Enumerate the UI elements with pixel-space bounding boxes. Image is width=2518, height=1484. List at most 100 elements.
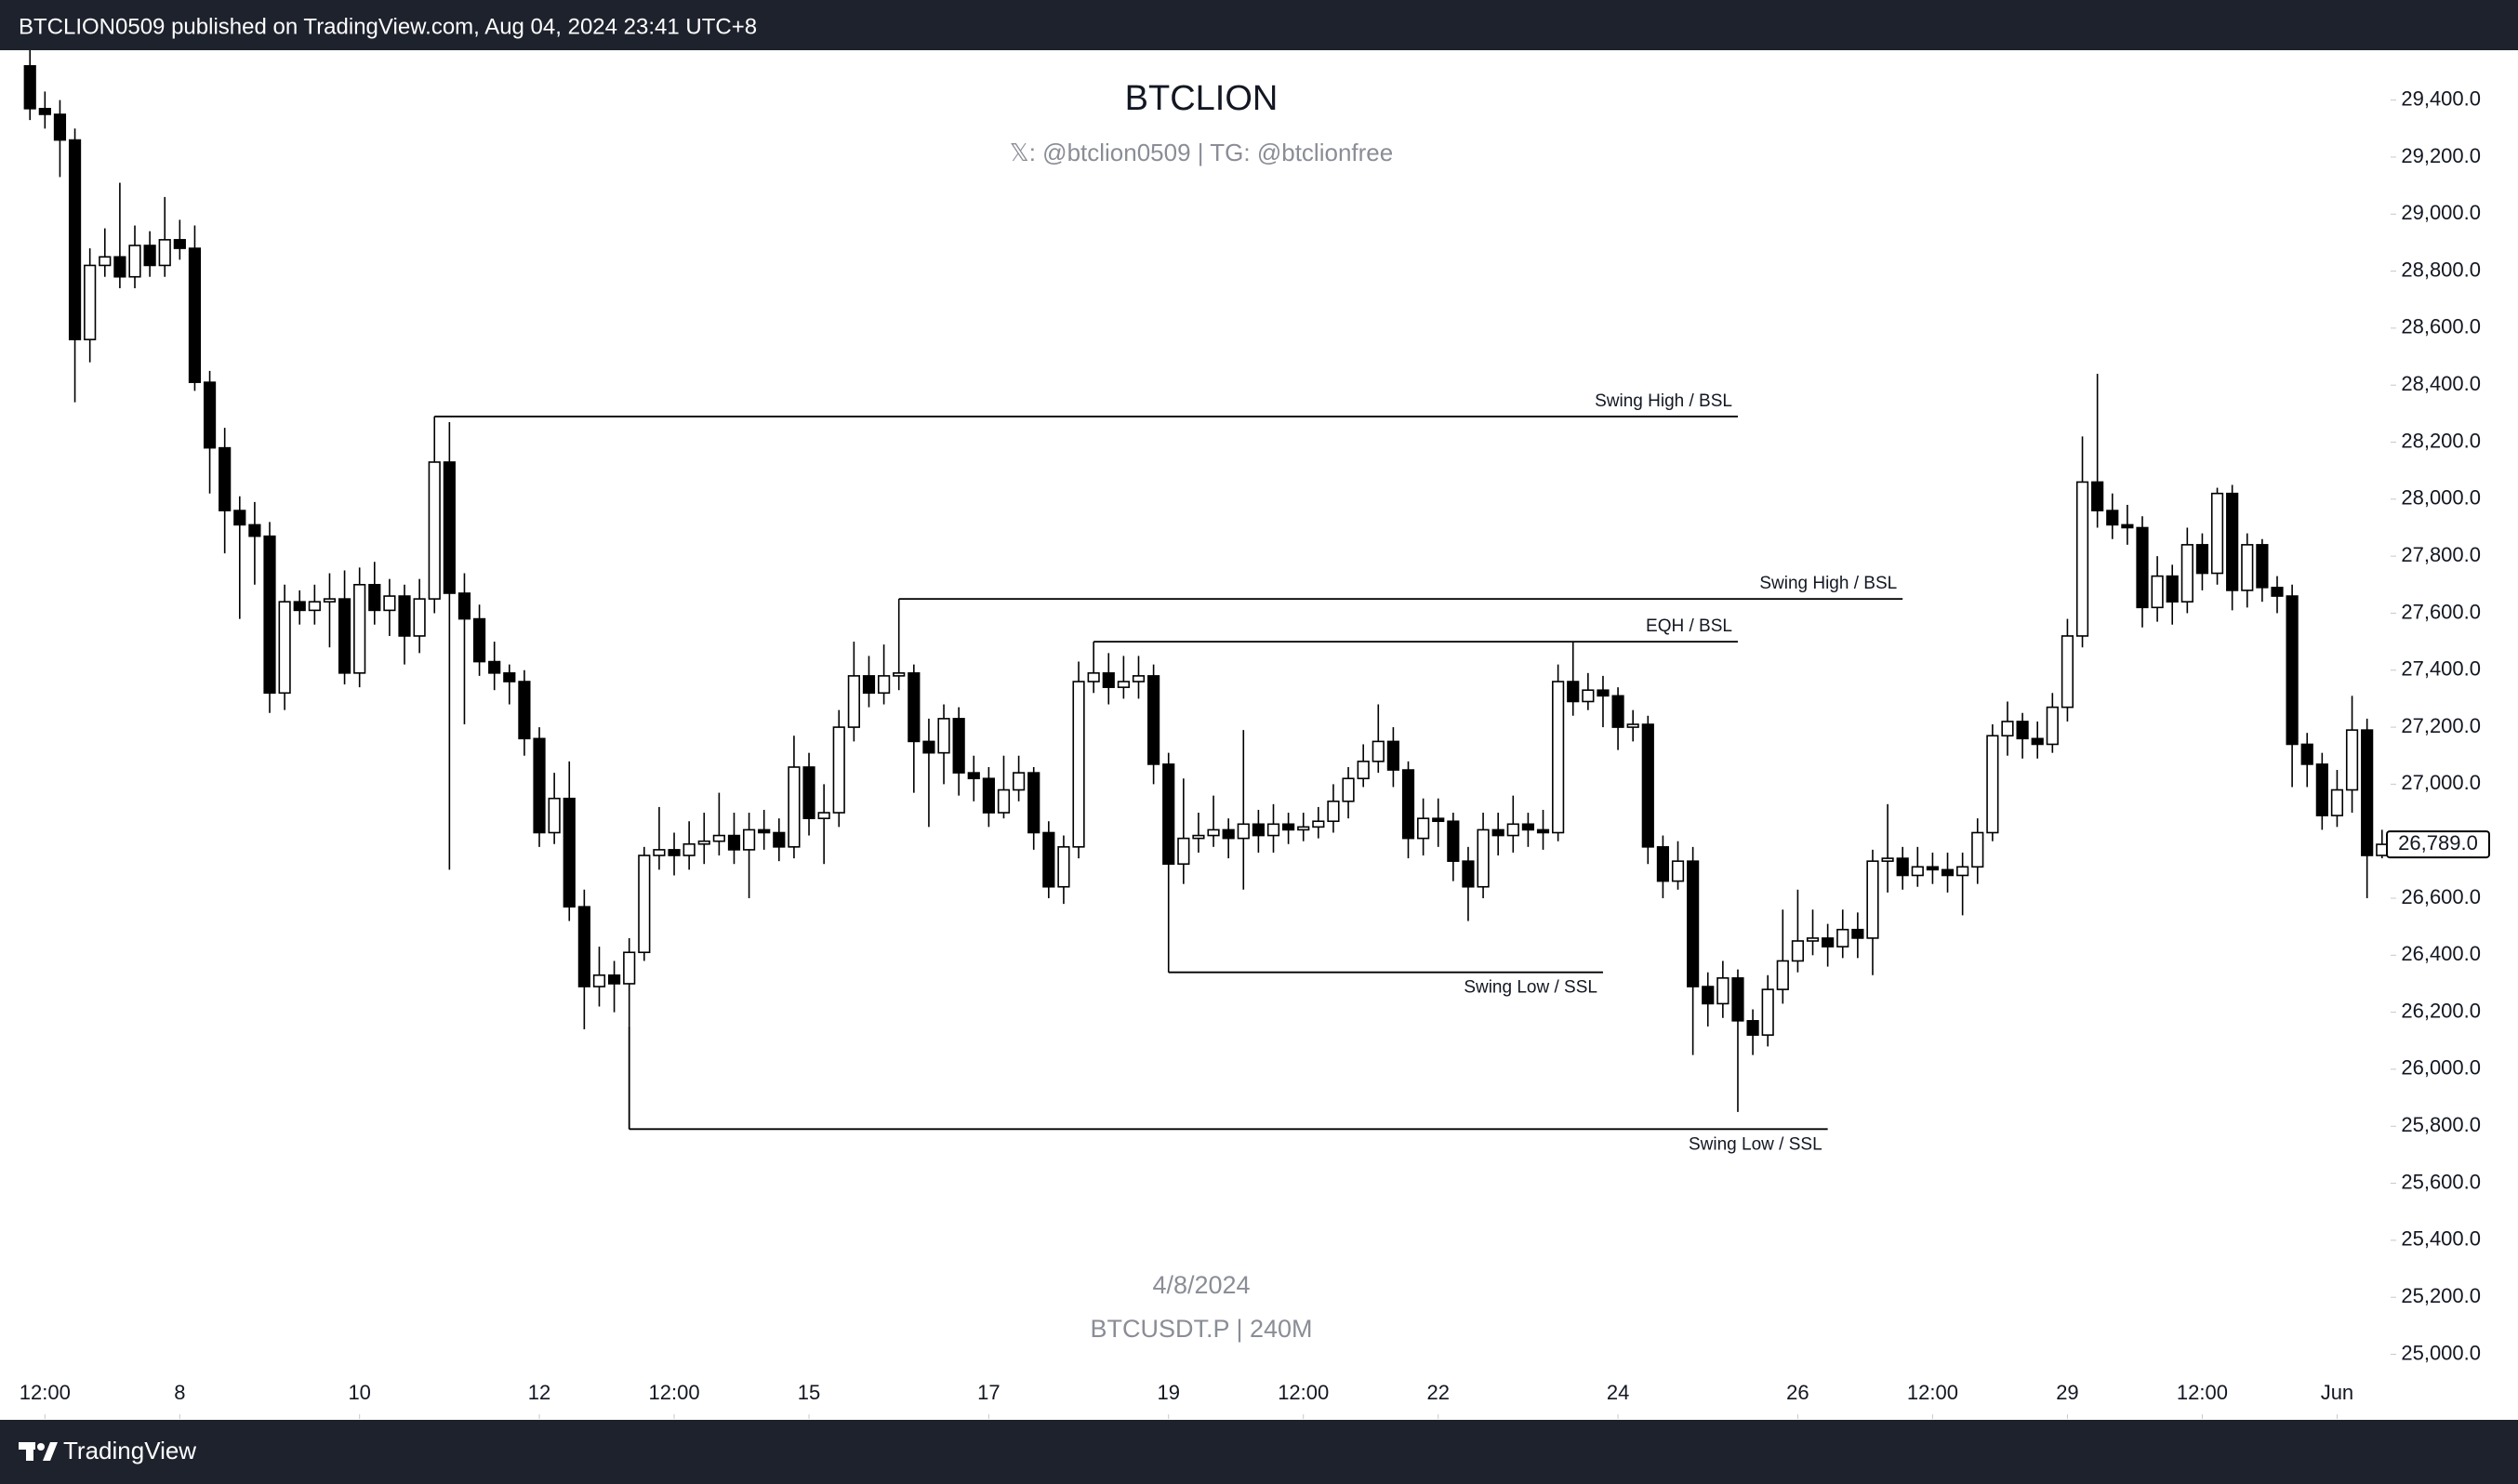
candle-body bbox=[1776, 960, 1789, 990]
candle-body bbox=[712, 834, 725, 842]
candle-body bbox=[1746, 1020, 1759, 1036]
candle-body bbox=[2151, 575, 2164, 609]
candle-body bbox=[1207, 828, 1220, 837]
candle-body bbox=[1851, 928, 1864, 939]
last-price-label: 26,789.0 bbox=[2398, 831, 2478, 855]
candle-body bbox=[518, 681, 531, 740]
candle-body bbox=[623, 951, 636, 985]
candle-body bbox=[1896, 857, 1909, 877]
candle-body bbox=[1641, 723, 1654, 848]
y-tick-label: 25,200.0 bbox=[2401, 1284, 2481, 1307]
x-tick-label: 12:00 bbox=[1278, 1381, 1329, 1404]
candle-body bbox=[1761, 988, 1774, 1036]
footer-bar bbox=[0, 1420, 2518, 1484]
y-tick-label: 26,400.0 bbox=[2401, 942, 2481, 965]
candle-body bbox=[308, 601, 321, 612]
candle-body bbox=[1536, 828, 1550, 834]
y-tick-label: 28,600.0 bbox=[2401, 315, 2481, 338]
y-tick-label: 25,800.0 bbox=[2401, 1113, 2481, 1136]
candle-body bbox=[2106, 510, 2119, 526]
candle-body bbox=[2016, 721, 2029, 740]
candle-body bbox=[922, 740, 935, 754]
candle-body bbox=[1567, 681, 1580, 703]
candle-body bbox=[68, 139, 82, 340]
candle-body bbox=[788, 766, 801, 848]
y-tick-label: 27,800.0 bbox=[2401, 543, 2481, 566]
candle-body bbox=[443, 461, 456, 594]
candle-body bbox=[2315, 763, 2328, 816]
candle-body bbox=[1626, 723, 1639, 728]
candle-body bbox=[847, 675, 860, 728]
candle-body bbox=[143, 245, 156, 267]
y-tick-label: 26,600.0 bbox=[2401, 885, 2481, 908]
y-tick-label: 26,200.0 bbox=[2401, 999, 2481, 1022]
candle-body bbox=[592, 974, 606, 987]
x-tick-label: 12 bbox=[528, 1381, 550, 1404]
plot-background bbox=[0, 50, 2518, 1420]
candle-body bbox=[1266, 823, 1280, 837]
candle-body bbox=[233, 510, 246, 526]
candle-body bbox=[1237, 823, 1250, 840]
candle-body bbox=[353, 583, 366, 674]
candle-body bbox=[1072, 681, 1085, 848]
candle-body bbox=[2166, 575, 2179, 603]
candle-body bbox=[323, 598, 337, 603]
candle-body bbox=[113, 256, 126, 278]
candle-body bbox=[607, 974, 621, 985]
candle-body bbox=[1491, 828, 1504, 837]
candle-body bbox=[1057, 846, 1070, 888]
candle-body bbox=[2241, 544, 2254, 591]
candle-body bbox=[1252, 823, 1265, 837]
candle-body bbox=[488, 660, 501, 674]
candle-body bbox=[128, 245, 141, 278]
header-text: BTCLION0509 published on TradingView.com… bbox=[19, 14, 757, 39]
watermark-symbol: BTCUSDT.P | 240M bbox=[1090, 1315, 1312, 1343]
candle-body bbox=[2075, 481, 2089, 637]
candle-body bbox=[1147, 675, 1160, 765]
candle-body bbox=[697, 840, 710, 845]
candle-body bbox=[2121, 523, 2134, 529]
candle-body bbox=[1192, 834, 1205, 840]
candle-body bbox=[1791, 940, 1805, 962]
candle-body bbox=[1372, 740, 1385, 762]
candle-body bbox=[817, 812, 830, 819]
tradingview-logo bbox=[19, 1442, 58, 1461]
candle-body bbox=[727, 834, 741, 851]
y-tick-label: 27,000.0 bbox=[2401, 771, 2481, 794]
candle-body bbox=[99, 256, 112, 267]
candle-body bbox=[1941, 868, 1955, 877]
candle-body bbox=[1222, 828, 1235, 840]
x-tick-label: 29 bbox=[2056, 1381, 2078, 1404]
candle-body bbox=[1087, 672, 1100, 682]
candle-body bbox=[1881, 857, 1894, 862]
candle-body bbox=[1656, 846, 1670, 882]
x-tick-label: 12:00 bbox=[2177, 1381, 2228, 1404]
candle-body bbox=[2376, 843, 2389, 856]
y-tick-label: 28,800.0 bbox=[2401, 258, 2481, 281]
annotation-label: EQH / BSL bbox=[1646, 616, 1732, 636]
candle-body bbox=[248, 523, 261, 537]
chart-subtitle: 𝕏: @btclion0509 | TG: @btclionfree bbox=[1010, 139, 1393, 166]
candle-body bbox=[2001, 721, 2014, 737]
y-tick-label: 27,200.0 bbox=[2401, 714, 2481, 737]
candle-body bbox=[967, 772, 980, 780]
x-tick-label: 12:00 bbox=[649, 1381, 700, 1404]
candles bbox=[23, 50, 2389, 1112]
header-bar bbox=[0, 0, 2518, 50]
candle-body bbox=[1297, 826, 1310, 831]
x-tick-label: 17 bbox=[977, 1381, 1000, 1404]
candle-body bbox=[1702, 986, 1715, 1005]
candle-body bbox=[2300, 743, 2313, 765]
candle-body bbox=[1822, 937, 1835, 947]
candle-body bbox=[1866, 860, 1879, 939]
candle-body bbox=[2226, 492, 2239, 591]
candle-body bbox=[952, 718, 965, 774]
x-tick-label: 26 bbox=[1786, 1381, 1809, 1404]
candle-body bbox=[683, 842, 696, 856]
x-tick-label: 19 bbox=[1157, 1381, 1179, 1404]
candle-body bbox=[1102, 672, 1115, 688]
candle-body bbox=[758, 828, 771, 834]
candle-body bbox=[1671, 860, 1685, 882]
